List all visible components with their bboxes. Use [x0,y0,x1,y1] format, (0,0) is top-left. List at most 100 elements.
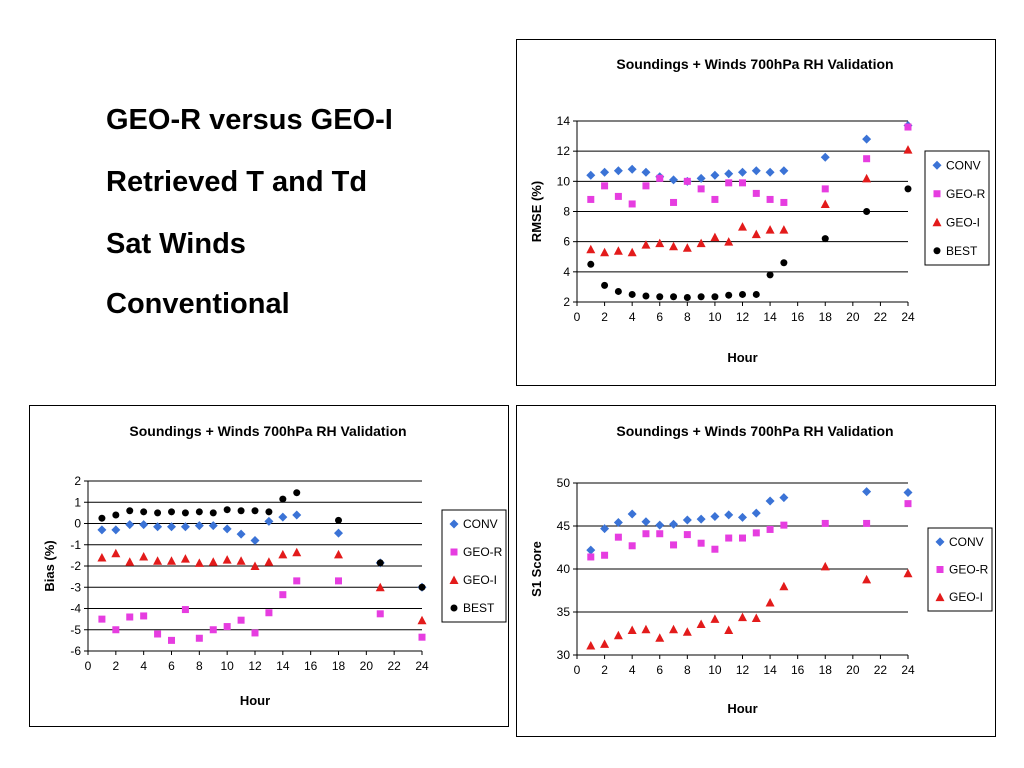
data-point-conv [862,134,872,144]
data-point-best [752,290,760,298]
data-point-geo-i [586,244,596,254]
data-point-geo-r [628,200,636,208]
data-point-geo-i [751,613,761,623]
data-point-best [181,509,189,517]
legend-marker-geo-i [935,592,945,602]
data-point-best [587,260,595,268]
data-point-geo-r [697,539,705,547]
data-point-conv [627,164,637,174]
legend-marker-best [933,247,941,255]
y-tick-label: 1 [74,495,81,509]
data-point-best [265,508,273,516]
data-point-geo-r [656,530,664,538]
data-point-geo-i [682,627,692,636]
series-geo-r [587,500,912,561]
y-tick-label: 10 [557,174,571,188]
data-point-geo-i [862,173,872,183]
x-tick-label: 6 [656,310,663,324]
data-point-conv [724,169,734,179]
x-tick-label: 2 [601,310,608,324]
x-tick-label: 10 [708,310,722,324]
data-point-conv [779,493,789,503]
y-tick-label: -6 [70,644,81,658]
data-point-geo-i [862,574,872,584]
y-tick-label: -3 [70,580,81,594]
data-point-best [725,291,733,299]
data-point-geo-i [292,547,302,557]
data-point-geo-i [334,549,343,559]
x-tick-label: 0 [574,663,581,677]
legend-label-geo-r: GEO-R [949,563,989,577]
data-point-geo-i [139,551,149,561]
data-point-conv [765,167,775,177]
series-best [98,489,426,591]
x-tick-label: 18 [332,659,346,673]
legend-label-geo-r: GEO-R [946,187,986,201]
data-point-geo-i [669,241,679,251]
x-axis-label: Hour [240,693,270,708]
data-point-best [126,507,134,515]
data-point-geo-i [167,556,176,565]
y-tick-label: 12 [557,144,571,158]
x-tick-label: 22 [874,663,888,677]
data-point-best [279,495,287,503]
y-tick-label: 50 [557,476,571,490]
series-best [587,185,912,301]
y-tick-label: 14 [557,114,571,128]
data-point-geo-r [904,123,912,131]
data-point-geo-r [98,615,106,623]
data-point-best [683,293,691,301]
data-point-conv [236,529,246,539]
y-tick-label: 30 [557,648,571,662]
data-point-best [628,290,636,298]
data-point-geo-r [642,182,650,190]
data-point-conv [779,166,789,176]
data-point-conv [738,512,747,522]
data-point-conv [125,520,135,530]
data-point-geo-i [600,247,610,257]
data-point-conv [167,522,176,532]
data-point-geo-r [614,192,622,200]
data-point-conv [153,522,163,532]
data-point-geo-r [140,612,148,620]
data-point-conv [765,496,775,506]
legend: CONV GEO-R GEO-I BEST [924,150,990,266]
data-point-geo-i [613,630,623,640]
x-tick-label: 20 [846,310,860,324]
data-point-geo-i [669,624,679,634]
data-point-conv [696,173,706,183]
x-tick-label: 0 [85,659,92,673]
data-point-geo-i [222,555,232,564]
data-point-conv [724,510,734,520]
data-point-geo-i [180,554,190,563]
data-point-geo-i [682,243,692,252]
data-point-geo-i [765,225,775,234]
data-point-geo-i [278,549,288,559]
data-point-geo-i [97,553,107,562]
series-geo-i [586,145,913,257]
x-tick-label: 12 [248,659,262,673]
data-point-geo-r [780,521,788,529]
legend-label-best: BEST [946,244,978,258]
data-point-conv [586,170,596,180]
data-point-geo-r [335,577,342,585]
data-point-conv [600,167,610,177]
data-point-geo-r [209,626,217,634]
data-point-geo-r [752,189,760,197]
legend: CONV GEO-R GEO-I BEST [441,509,507,623]
x-tick-label: 6 [656,663,663,677]
data-point-conv [139,520,149,530]
x-tick-label: 22 [874,310,888,324]
data-point-geo-i [153,556,163,565]
heading-retrieved-t-td: Retrieved T and Td [106,166,368,198]
data-point-geo-i [655,633,665,642]
data-point-conv [710,512,720,522]
data-point-best [376,559,384,567]
legend-marker-conv [932,160,942,170]
data-point-best [112,511,120,519]
data-point-geo-r [766,525,774,533]
y-tick-label: 4 [563,265,570,279]
data-point-conv [613,166,623,176]
x-tick-label: 4 [629,310,636,324]
y-tick-label: 0 [74,517,81,531]
